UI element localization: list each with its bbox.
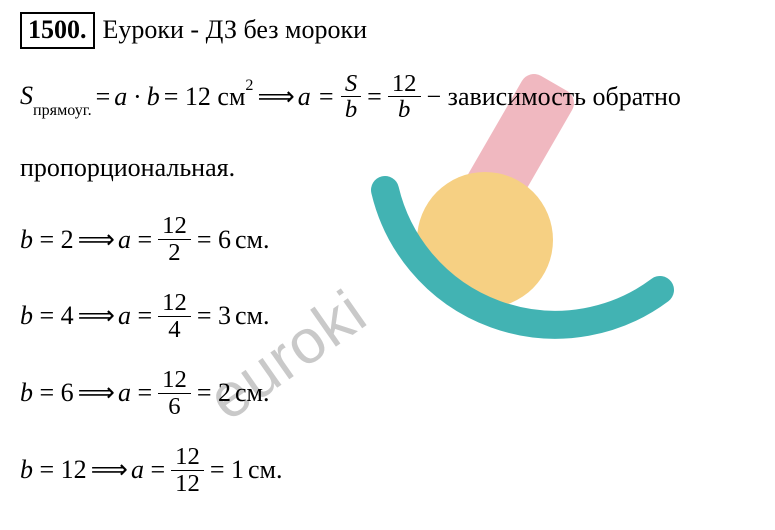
double-arrow: ⟹ — [78, 372, 114, 414]
frac-den: 4 — [164, 317, 184, 343]
calculation-lines: b = 2 ⟹ a = 122 = 6 см.b = 4 ⟹ a = 124 =… — [20, 213, 755, 497]
frac-den: b — [394, 97, 414, 123]
fraction: 1212 — [171, 444, 204, 497]
var-b: b — [20, 378, 33, 407]
var-a: a — [118, 301, 131, 330]
eq-result: = 1 — [210, 449, 244, 491]
double-arrow: ⟹ — [78, 219, 114, 261]
double-arrow: ⟹ — [257, 76, 293, 118]
subscript-rect: прямоуг. — [33, 102, 92, 119]
fraction: 124 — [158, 290, 191, 343]
calc-line: b = 6 ⟹ a = 126 = 2 см. — [20, 367, 755, 420]
frac-den: b — [341, 97, 361, 123]
double-arrow: ⟹ — [78, 295, 114, 337]
eq-result: = 6 — [197, 219, 231, 261]
var-b: b — [20, 225, 33, 254]
b-value: 12 — [61, 455, 87, 484]
problem-number: 1500. — [20, 12, 95, 49]
fraction-12-over-b: 12 b — [388, 71, 421, 124]
var-b: b — [20, 301, 33, 330]
unit-cm: см. — [235, 295, 270, 337]
unit-cm: см. — [235, 219, 270, 261]
unit-cm: см. — [235, 372, 270, 414]
frac-num: 12 — [158, 290, 191, 316]
sup-2: 2 — [245, 77, 253, 94]
fraction: 126 — [158, 367, 191, 420]
eq-val-12cm: = 12 см — [164, 82, 246, 111]
frac-den: 2 — [164, 240, 184, 266]
line1-tail: − зависимость обратно — [427, 76, 681, 118]
var-S: S — [20, 81, 33, 110]
var-a: a — [118, 225, 131, 254]
frac-num: 12 — [171, 444, 204, 470]
frac-num: 12 — [388, 71, 421, 97]
eq-result: = 2 — [197, 372, 231, 414]
b-value: 4 — [61, 301, 74, 330]
title-text: Еуроки - ДЗ без мороки — [103, 15, 368, 45]
b-value: 2 — [61, 225, 74, 254]
eq-3: = — [367, 76, 382, 118]
calc-line: b = 2 ⟹ a = 122 = 6 см. — [20, 213, 755, 266]
frac-num: 12 — [158, 367, 191, 393]
var-a: a — [131, 455, 144, 484]
calc-line: b = 4 ⟹ a = 124 = 3 см. — [20, 290, 755, 343]
fraction: 122 — [158, 213, 191, 266]
unit-cm: см. — [248, 449, 283, 491]
formula-line-1: Sпрямоуг. = a · b = 12 см2 ⟹ a = S b = 1… — [20, 71, 755, 124]
a-equals: a = — [298, 76, 335, 118]
line2-text: пропорциональная. — [20, 147, 235, 189]
frac-den: 6 — [164, 394, 184, 420]
b-value: 6 — [61, 378, 74, 407]
frac-num: S — [341, 71, 361, 97]
fraction-S-over-b: S b — [341, 71, 361, 124]
frac-num: 12 — [158, 213, 191, 239]
var-a: a — [118, 378, 131, 407]
eq-1: = — [96, 76, 111, 118]
double-arrow: ⟹ — [91, 449, 127, 491]
a-dot-b: a · b — [114, 76, 160, 118]
var-b: b — [20, 455, 33, 484]
document-body: 1500. Еуроки - ДЗ без мороки Sпрямоуг. =… — [0, 0, 775, 530]
eq-result: = 3 — [197, 295, 231, 337]
title-row: 1500. Еуроки - ДЗ без мороки — [20, 12, 755, 49]
frac-den: 12 — [171, 471, 204, 497]
calc-line: b = 12 ⟹ a = 1212 = 1 см. — [20, 444, 755, 497]
formula-line-2: пропорциональная. — [20, 147, 755, 189]
